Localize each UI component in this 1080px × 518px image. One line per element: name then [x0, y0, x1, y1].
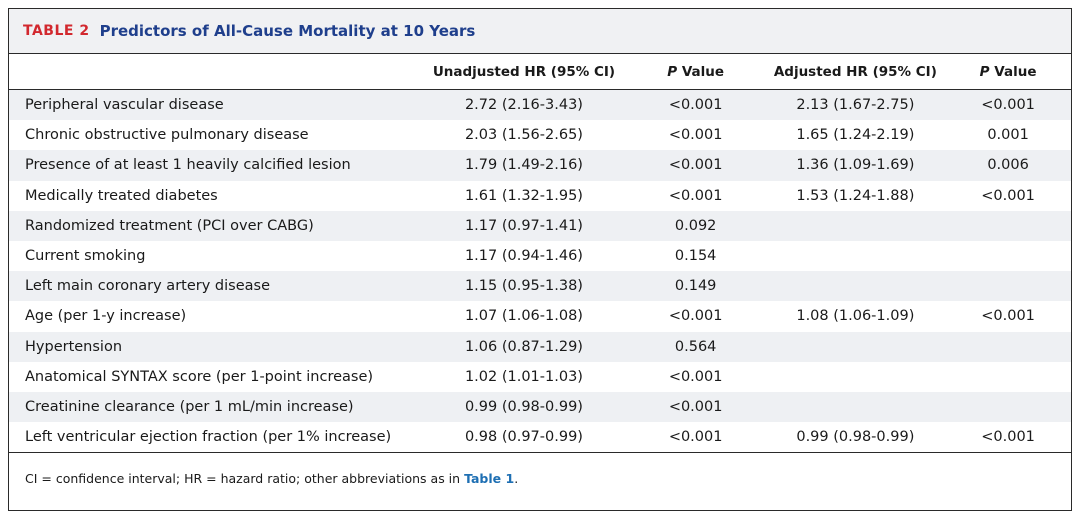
p-value-unadjusted-cell: 0.564 [625, 331, 766, 362]
unadjusted-hr-cell: 1.17 (0.94-1.46) [464, 248, 583, 265]
mortality-predictors-table: Unadjusted HR (95% CI) P Value Adjusted … [9, 54, 1071, 454]
table-row: Creatinine clearance (per 1 mL/min incre… [9, 391, 1071, 423]
p-value-adjusted-cell [945, 362, 1071, 392]
p-value-adjusted-cell: <0.001 [981, 308, 1035, 325]
table-row: Anatomical SYNTAX score (per 1-point inc… [9, 362, 1071, 392]
p-value-unadjusted-cell: <0.001 [625, 422, 766, 454]
header-p-value-adjusted: P Value [945, 54, 1071, 90]
p-value-unadjusted-cell: 0.092 [625, 210, 766, 241]
p-value-unadjusted-cell: <0.001 [668, 127, 723, 144]
p-value-adjusted-cell: <0.001 [945, 422, 1071, 454]
header-p-value-unadjusted: P Value [625, 54, 766, 90]
table-row: Left main coronary artery disease 1.15 (0… [9, 271, 1071, 302]
table-body: Peripheral vascular disease 2.72 (2.16-3.… [9, 89, 1071, 454]
predictor-cell: Creatinine clearance (per 1 mL/min incre… [9, 391, 423, 423]
p-value-adjusted-cell [945, 391, 1071, 423]
table-row: Randomized treatment (PCI over CABG) 1.17… [9, 210, 1071, 241]
unadjusted-hr-cell: 1.02 (1.01-1.03) [464, 368, 583, 385]
unadjusted-hr-cell: 0.98 (0.97-0.99) [422, 422, 626, 454]
predictor-cell: Anatomical SYNTAX score (per 1-point inc… [25, 368, 374, 385]
unadjusted-hr-cell: 1.07 (1.06-1.08) [464, 308, 583, 325]
unadjusted-hr-cell: 1.61 (1.32-1.95) [464, 187, 583, 204]
table-row: Medically treated diabetes 1.61 (1.32-1.9… [9, 181, 1071, 211]
header-unadjusted-hr: Unadjusted HR (95% CI) [422, 54, 626, 90]
adjusted-hr-cell: 1.36 (1.09-1.69) [765, 150, 946, 181]
p-value-unadjusted-cell: <0.001 [668, 368, 723, 385]
header-adjusted-hr: Adjusted HR (95% CI) [765, 54, 946, 90]
unadjusted-hr-cell: 1.15 (0.95-1.38) [422, 271, 626, 302]
table-row: Chronic obstructive pulmonary disease 2.0… [9, 120, 1071, 150]
adjusted-hr-cell [766, 362, 946, 392]
table-row: Age (per 1-y increase) 1.07 (1.06-1.08) <0… [9, 301, 1071, 331]
unadjusted-hr-cell: 1.17 (0.97-1.41) [422, 210, 626, 241]
unadjusted-hr-cell: 1.79 (1.49-2.16) [422, 150, 626, 181]
p-value-adjusted-cell [945, 210, 1071, 241]
adjusted-hr-cell: 0.99 (0.98-0.99) [765, 422, 946, 454]
predictor-cell: Randomized treatment (PCI over CABG) [9, 210, 423, 241]
p-value-adjusted-cell: 0.006 [945, 150, 1071, 181]
table-title: Predictors of All-Cause Mortality at 10 … [99, 22, 476, 40]
unadjusted-hr-cell: 2.03 (1.56-2.65) [464, 127, 583, 144]
p-value-adjusted-cell: 0.001 [987, 127, 1029, 144]
table-row: Hypertension 1.06 (0.87-1.29) 0.564 [9, 331, 1071, 362]
table-label: TABLE 2 [23, 23, 90, 39]
unadjusted-hr-cell: 2.72 (2.16-3.43) [422, 89, 626, 121]
adjusted-hr-cell: 1.08 (1.06-1.09) [796, 308, 915, 325]
p-value-unadjusted-cell: <0.001 [625, 150, 766, 181]
adjusted-hr-cell: 1.65 (1.24-2.19) [796, 127, 915, 144]
adjusted-hr-cell [765, 271, 946, 302]
p-value-unadjusted-cell: <0.001 [668, 308, 723, 325]
predictor-cell: Left main coronary artery disease [9, 271, 423, 302]
predictor-cell: Hypertension [9, 331, 423, 362]
p-value-unadjusted-cell: 0.154 [674, 248, 717, 265]
adjusted-hr-cell [766, 241, 946, 271]
table-row: Current smoking 1.17 (0.94-1.46) 0.154 [9, 241, 1071, 271]
header-predictor [9, 54, 423, 90]
table-row: Presence of at least 1 heavily calcified… [9, 150, 1071, 181]
predictor-cell: Presence of at least 1 heavily calcified… [9, 150, 423, 181]
p-value-adjusted-cell: <0.001 [981, 187, 1035, 204]
predictor-cell: Current smoking [25, 248, 146, 265]
footnote-text: CI = confidence interval; HR = hazard ra… [25, 471, 465, 487]
table-row: Left ventricular ejection fraction (per … [9, 422, 1071, 454]
p-value-unadjusted-cell: <0.001 [625, 391, 766, 423]
p-value-adjusted-cell [945, 241, 1071, 271]
adjusted-hr-cell: 2.13 (1.67-2.75) [765, 89, 946, 121]
table-footnote: CI = confidence interval; HR = hazard ra… [9, 453, 1071, 486]
predictor-cell: Age (per 1-y increase) [25, 308, 187, 325]
table-title-bar: TABLE 2 Predictors of All-Cause Mortalit… [9, 9, 1071, 54]
adjusted-hr-cell [765, 331, 946, 362]
table-1-link[interactable]: Table 1 [464, 471, 515, 487]
p-value-adjusted-cell: <0.001 [945, 89, 1071, 121]
header-row: Unadjusted HR (95% CI) P Value Adjusted … [9, 54, 1071, 90]
adjusted-hr-cell [765, 391, 946, 423]
p-value-adjusted-cell [945, 331, 1071, 362]
predictor-cell: Left ventricular ejection fraction (per … [9, 422, 423, 454]
unadjusted-hr-cell: 0.99 (0.98-0.99) [422, 391, 626, 423]
table-row: Peripheral vascular disease 2.72 (2.16-3.… [9, 89, 1071, 121]
adjusted-hr-cell: 1.53 (1.24-1.88) [796, 187, 915, 204]
predictor-cell: Chronic obstructive pulmonary disease [25, 127, 309, 144]
table-container: TABLE 2 Predictors of All-Cause Mortalit… [8, 8, 1072, 511]
p-value-unadjusted-cell: <0.001 [668, 187, 723, 204]
p-value-unadjusted-cell: 0.149 [625, 271, 766, 302]
p-value-adjusted-cell [945, 271, 1071, 302]
adjusted-hr-cell [765, 210, 946, 241]
unadjusted-hr-cell: 1.06 (0.87-1.29) [422, 331, 626, 362]
predictor-cell: Medically treated diabetes [25, 187, 218, 204]
footnote-end: . [514, 471, 519, 487]
predictor-cell: Peripheral vascular disease [9, 89, 423, 121]
p-value-unadjusted-cell: <0.001 [625, 89, 766, 121]
